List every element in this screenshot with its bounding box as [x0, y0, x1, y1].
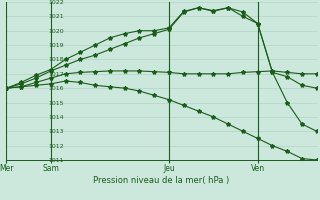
X-axis label: Pression niveau de la mer( hPa ): Pression niveau de la mer( hPa ) [93, 176, 230, 185]
